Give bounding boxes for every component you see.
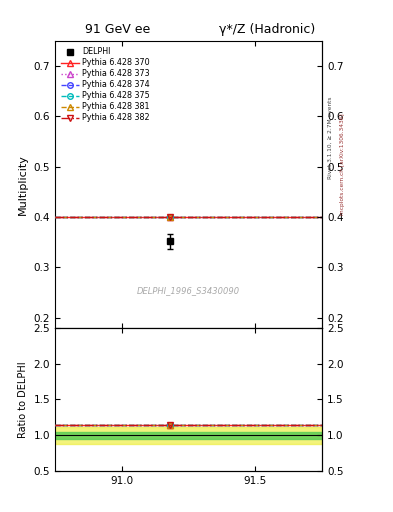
Bar xyxy=(55,426,322,444)
Text: Rivet 3.1.10, ≥ 2.7M events: Rivet 3.1.10, ≥ 2.7M events xyxy=(328,97,333,180)
Bar xyxy=(55,432,322,439)
Y-axis label: Multiplicity: Multiplicity xyxy=(18,154,28,215)
Y-axis label: Ratio to DELPHI: Ratio to DELPHI xyxy=(18,361,28,438)
Text: DELPHI_1996_S3430090: DELPHI_1996_S3430090 xyxy=(137,286,240,295)
Legend: DELPHI, Pythia 6.428 370, Pythia 6.428 373, Pythia 6.428 374, Pythia 6.428 375, : DELPHI, Pythia 6.428 370, Pythia 6.428 3… xyxy=(59,45,152,125)
Text: 91 GeV ee: 91 GeV ee xyxy=(85,23,151,36)
Text: mcplots.cern.ch [arXiv:1306.3436]: mcplots.cern.ch [arXiv:1306.3436] xyxy=(340,113,345,215)
Text: γ*/Z (Hadronic): γ*/Z (Hadronic) xyxy=(219,23,315,36)
